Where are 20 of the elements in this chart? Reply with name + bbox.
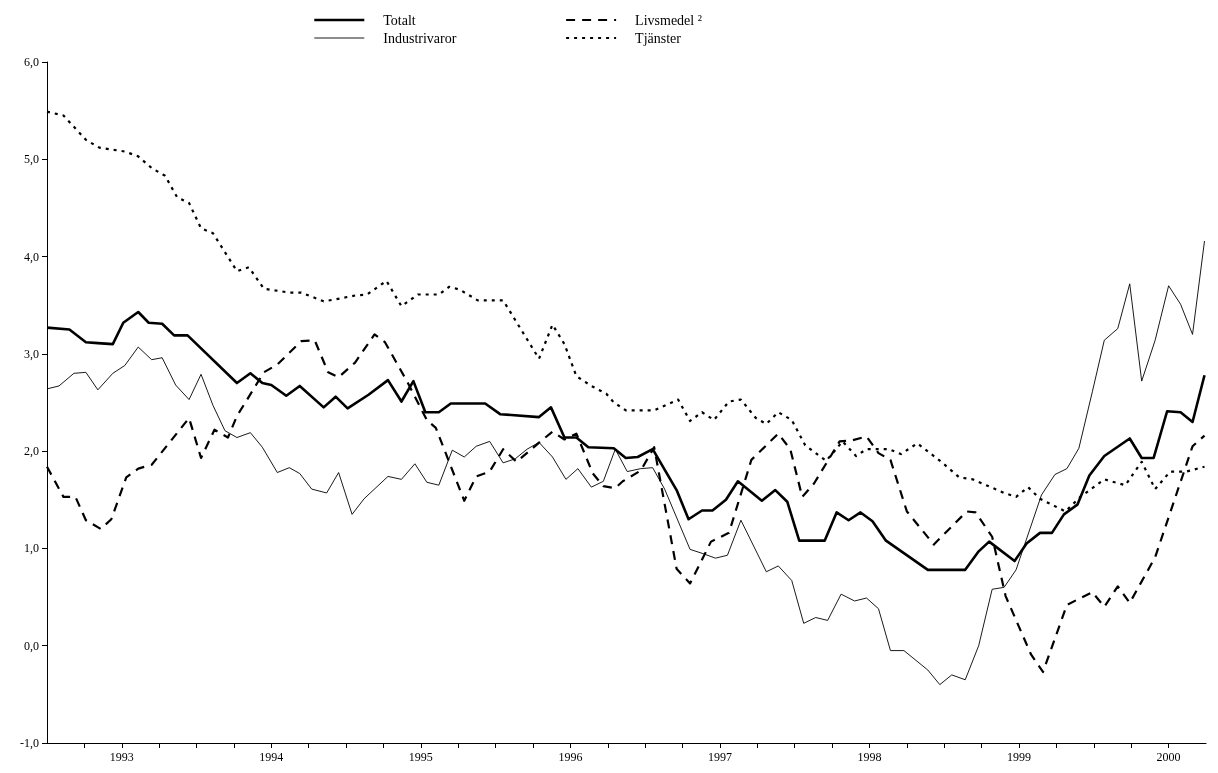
- x-tick-label: 1994: [259, 750, 284, 764]
- x-tick-label: 1996: [558, 750, 583, 764]
- y-tick-label: -1,0: [20, 736, 39, 750]
- y-tick-label: 0,0: [24, 638, 39, 653]
- x-tick-label: 1999: [1007, 750, 1032, 764]
- x-tick-label: 1993: [109, 750, 134, 764]
- legend-label: Industrivaror: [383, 30, 457, 46]
- legend-label: Livsmedel ²: [635, 12, 702, 28]
- x-tick-label: 1995: [408, 750, 433, 764]
- y-tick-label: 6,0: [24, 55, 39, 69]
- x-tick-label: 1997: [707, 750, 732, 764]
- y-tick-label: 4,0: [24, 249, 39, 264]
- legend-label: Totalt: [383, 12, 416, 28]
- x-tick-label: 2000: [1156, 750, 1181, 764]
- x-tick-label: 1998: [857, 750, 882, 764]
- y-tick-label: 2,0: [24, 444, 39, 459]
- y-tick-label: 3,0: [24, 346, 39, 361]
- legend-label: Tjänster: [635, 30, 682, 46]
- y-tick-label: 1,0: [24, 541, 39, 556]
- y-tick-label: 5,0: [24, 152, 39, 167]
